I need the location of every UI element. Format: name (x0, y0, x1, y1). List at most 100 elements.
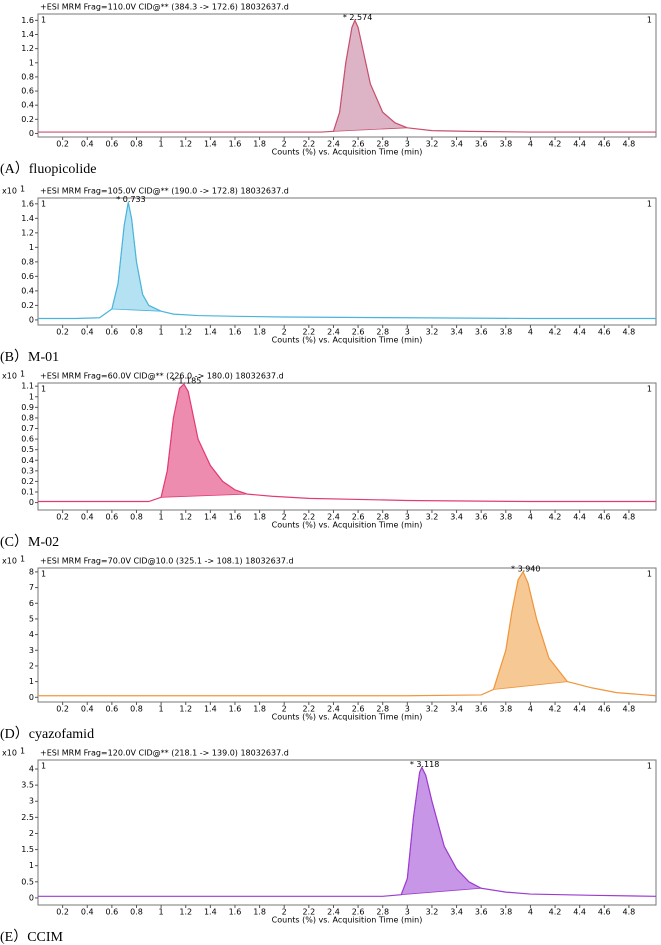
y-tick-label: 0.2 (21, 477, 34, 486)
x-tick-label: 3 (405, 328, 410, 337)
y-tick-label: 0 (29, 498, 34, 507)
x-tick-label: 2.8 (376, 908, 389, 917)
x-tick-label: 3.2 (426, 513, 439, 522)
caption: (E）CCIM (0, 929, 64, 945)
trace-title: +ESI MRM Frag=60.0V CID@** (226.0 -> 180… (40, 372, 284, 381)
x-tick-label: 2.2 (302, 513, 315, 522)
x-tick-label: 3 (405, 513, 410, 522)
y-tick-label: 0.6 (21, 272, 34, 281)
x-tick-label: 4 (528, 705, 533, 714)
y-tick-label: 1.4 (21, 30, 34, 39)
trace-title: +ESI MRM Frag=105.0V CID@** (190.0 -> 17… (40, 187, 289, 196)
plot-frame (37, 13, 657, 138)
chromatogram-panel: x10 1 +ESI MRM Frag=60.0V CID@** (226.0 ->… (0, 370, 657, 550)
trace-title: +ESI MRM Frag=120.0V CID@** (218.1 -> 13… (40, 749, 289, 758)
y-tick-label: 0.6 (21, 87, 34, 96)
x-tick-label: 4.2 (549, 908, 562, 917)
x-tick-label: 0.8 (130, 705, 143, 714)
y-tick-label: 4 (29, 630, 34, 639)
peak-label: * 0.733 (116, 195, 145, 204)
x-tick-label: 2.6 (352, 513, 365, 522)
x-tick-label: 1.8 (253, 705, 266, 714)
x-tick-label: 4.8 (623, 513, 636, 522)
y-tick-label: 0 (29, 129, 34, 138)
x-tick-label: 0.2 (56, 513, 69, 522)
x-tick-label: 4.6 (598, 513, 611, 522)
x-tick-label: 1.2 (179, 705, 192, 714)
x-tick-label: 0.8 (130, 513, 143, 522)
y-exponent: 1 (20, 555, 25, 564)
x-tick-label: 4 (528, 328, 533, 337)
x-tick-label: 3.6 (475, 328, 488, 337)
x-tick-label: 1 (159, 513, 164, 522)
x-tick-label: 0.4 (81, 513, 94, 522)
x-tick-label: 4.8 (623, 705, 636, 714)
y-tick-label: 0.8 (21, 257, 34, 266)
chromatogram-panel: x10 1 +ESI MRM Frag=70.0V CID@10.0 (325.1 … (0, 555, 657, 742)
x-tick-label: 3.6 (475, 705, 488, 714)
x-tick-label: 2.2 (302, 908, 315, 917)
x-tick-label: 0.2 (56, 908, 69, 917)
y-tick-label: 5 (29, 614, 34, 623)
x-tick-label: 4.2 (549, 513, 562, 522)
x-tick-label: 1.6 (229, 513, 242, 522)
y-tick-label: 3.5 (21, 781, 34, 790)
x-tick-label: 1.6 (229, 908, 242, 917)
x-tick-label: 1.8 (253, 140, 266, 149)
x-tick-label: 1.4 (204, 328, 217, 337)
y-tick-label: 1.1 (21, 382, 34, 391)
y-tick-label: 1.2 (21, 44, 34, 53)
x-tick-label: 2.6 (352, 328, 365, 337)
x-tick-label: 2.6 (352, 705, 365, 714)
y-tick-label: 7 (29, 583, 34, 592)
y-tick-label: 0 (29, 693, 34, 702)
x-tick-label: 4 (528, 140, 533, 149)
x-axis-label: Counts (%) vs. Acquisition Time (min) (272, 521, 423, 530)
x-tick-label: 1 (159, 328, 164, 337)
y-tick-label: 0.5 (21, 445, 34, 454)
x-tick-label: 2 (282, 513, 287, 522)
trace-line (38, 383, 656, 503)
y-tick-label: 1 (29, 392, 34, 401)
y-tick-label: 0.7 (21, 424, 34, 433)
x-tick-label: 0.2 (56, 140, 69, 149)
y-tick-label: 0.1 (21, 488, 34, 497)
caption: (D）cyazofamid (0, 726, 94, 742)
x-tick-label: 0.8 (130, 908, 143, 917)
y-tick-label: 0.2 (21, 301, 34, 310)
x-tick-label: 0.2 (56, 705, 69, 714)
x-tick-label: 1 (159, 908, 164, 917)
x-tick-label: 1.8 (253, 513, 266, 522)
x-tick-label: 3.4 (450, 140, 463, 149)
x-tick-label: 1.2 (179, 513, 192, 522)
y-tick-label: 2 (29, 829, 34, 838)
x-tick-label: 3.2 (426, 328, 439, 337)
y-exponent: 1 (20, 370, 25, 379)
x-tick-label: 0.8 (130, 140, 143, 149)
x-tick-label: 4.8 (623, 908, 636, 917)
x-tick-label: 4.4 (573, 705, 586, 714)
x-tick-label: 4.6 (598, 140, 611, 149)
trace-line (38, 570, 657, 697)
y-tick-label: 1 (29, 861, 34, 870)
x-tick-label: 3.2 (426, 140, 439, 149)
y-tick-label: 1 (29, 243, 34, 252)
y-tick-label: 0.2 (21, 115, 34, 124)
peak-label: * 2.574 (343, 13, 372, 22)
x-tick-label: 1.6 (229, 705, 242, 714)
x-tick-label: 0.4 (81, 908, 94, 917)
x-tick-label: 4.2 (549, 328, 562, 337)
x-tick-label: 1.4 (204, 705, 217, 714)
x-tick-label: 3.4 (450, 908, 463, 917)
peak-label: * 1.185 (172, 377, 201, 386)
x-tick-label: 3.8 (499, 705, 512, 714)
y-tick-label: 2.5 (21, 813, 34, 822)
y-tick-label: 0.5 (21, 877, 34, 886)
x-tick-label: 4.4 (573, 328, 586, 337)
x-tick-label: 1.2 (179, 140, 192, 149)
corner-label: 1 (41, 16, 46, 25)
x-tick-label: 3.2 (426, 705, 439, 714)
x-tick-label: 0.6 (105, 513, 118, 522)
x-tick-label: 3.4 (450, 705, 463, 714)
